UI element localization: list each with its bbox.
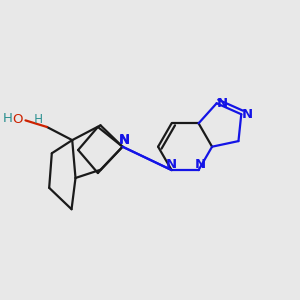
Text: N: N — [166, 158, 177, 171]
Text: N: N — [242, 108, 253, 121]
Text: N: N — [217, 97, 228, 110]
Text: N: N — [118, 134, 130, 147]
Text: H: H — [23, 113, 43, 126]
Text: N: N — [118, 133, 130, 146]
Text: H: H — [2, 112, 12, 125]
Text: N: N — [195, 158, 206, 171]
Text: O: O — [12, 113, 23, 126]
